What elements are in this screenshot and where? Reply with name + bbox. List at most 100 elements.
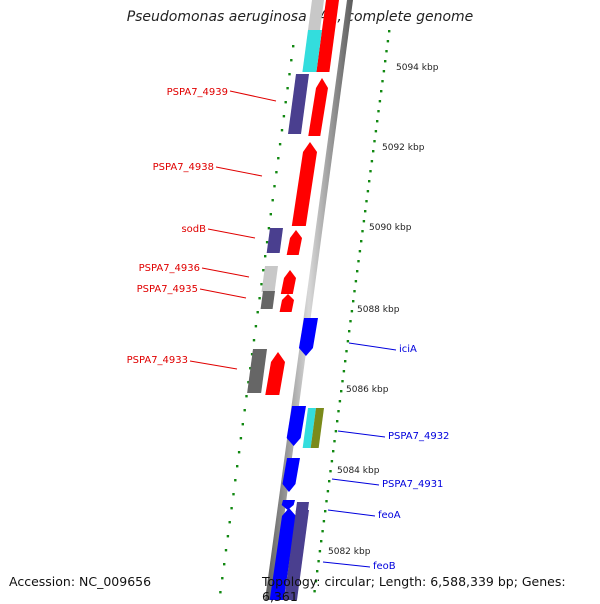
outer-tick [354,280,358,283]
gene-feoa[interactable] [281,500,295,510]
outer-tick [326,490,330,493]
label-pspa7-4932[interactable]: PSPA7_4932 [388,431,449,442]
genome-title: Pseudomonas aeruginosa PA7, complete gen… [126,9,474,25]
leader-sodb [207,228,256,239]
outer-tick [325,500,328,503]
outer-tick [330,460,334,463]
outer-tick [381,80,384,83]
outer-tick [374,130,378,133]
outer-tick [322,520,326,523]
gene-icia[interactable] [298,318,318,356]
gene-pspa7-4932-olive[interactable] [310,408,324,448]
gene-sodb[interactable] [286,230,302,255]
outer-tick-marks [313,30,391,593]
gene-pspa7-4933[interactable] [265,352,285,395]
inner-tick [258,297,261,300]
label-icia[interactable]: iciA [399,344,417,355]
outer-tick [388,30,391,33]
scale-label-5086: 5086 kbp [346,385,389,395]
outer-tick [345,350,348,353]
outer-tick [333,440,336,443]
left-gene-labels: PSPA7_4939 PSPA7_4938 sodB PSPA7_4936 PS… [127,87,277,370]
outer-tick [358,250,362,253]
inner-tick [286,87,289,90]
gene-pspa7-4939-fwd[interactable] [308,78,328,136]
outer-tick [380,90,383,93]
outer-tick [356,270,359,273]
label-feob[interactable]: feoB [373,561,396,572]
inner-tick [250,353,254,356]
inner-tick [232,493,235,496]
label-pspa7-4939[interactable]: PSPA7_4939 [167,87,228,98]
label-sodb[interactable]: sodB [181,224,206,235]
outer-tick [360,240,363,243]
label-feoa[interactable]: feoA [378,510,401,521]
scale-label-5094: 5094 kbp [396,63,439,73]
inner-tick [243,409,246,412]
inner-tick [226,535,230,538]
gene-pspa7-4938[interactable] [291,142,317,226]
outer-tick [385,50,388,53]
outer-tick [378,100,382,103]
inner-tick [264,255,267,258]
leader-feob [322,561,371,568]
other-features [247,0,324,600]
gene-pspa7-4935-gray[interactable] [260,291,275,309]
outer-tick [314,580,318,583]
red-feature-top[interactable] [316,0,339,72]
inner-tick [280,129,284,132]
gene-pspa7-4931[interactable] [282,458,300,492]
leader-pspa7-4936 [201,267,250,278]
inner-tick [254,325,258,328]
label-pspa7-4933[interactable]: PSPA7_4933 [127,355,188,366]
gene-pspa7-4932-cyan[interactable] [302,408,316,448]
label-pspa7-4931[interactable]: PSPA7_4931 [382,479,443,490]
inner-tick [271,199,274,202]
leader-pspa7-4932 [337,430,386,438]
outer-tick [321,530,324,533]
inner-tick [282,115,286,118]
outer-tick [386,40,390,43]
outer-tick [324,510,327,513]
scale-label-5082: 5082 kbp [328,547,371,557]
inner-tick [245,395,248,398]
inner-tick [224,549,228,552]
inner-tick [277,157,280,160]
lightgray-feature-top[interactable] [308,0,324,30]
outer-tick [346,340,350,343]
gene-pspa7-4936-gray[interactable] [261,266,278,292]
inner-tick [239,437,243,440]
outer-tick [313,590,316,593]
outer-tick [336,420,339,423]
leader-pspa7-4931 [331,478,380,486]
outer-tick [338,400,342,403]
right-gene-labels: iciA PSPA7_4932 PSPA7_4931 feoA feoB [322,342,449,572]
outer-tick [332,450,335,453]
label-pspa7-4938[interactable]: PSPA7_4938 [153,162,214,173]
label-pspa7-4936[interactable]: PSPA7_4936 [139,263,200,274]
cyan-feature[interactable] [302,30,322,72]
inner-tick [267,227,271,230]
outer-tick [353,290,356,293]
outer-tick [328,480,331,483]
label-pspa7-4935[interactable]: PSPA7_4935 [137,284,198,295]
inner-tick [265,241,269,244]
inner-tick [247,381,250,384]
gene-pspa7-4933-gray[interactable] [247,349,267,393]
outer-tick [349,320,352,323]
gene-feob[interactable] [269,508,296,600]
gene-sodb-purple[interactable] [266,228,283,253]
inner-tick [260,283,263,286]
inner-tick [269,213,272,216]
outer-tick [340,390,343,393]
gene-feoa-purple[interactable] [295,502,309,512]
leader-pspa7-4933 [189,360,238,370]
gene-pspa7-4935[interactable] [279,294,294,312]
leader-feoa [327,509,376,517]
gene-pspa7-4936[interactable] [280,270,296,294]
gene-feob-purple[interactable] [284,510,309,600]
outer-tick [341,380,344,383]
gene-pspa7-4939-purple[interactable] [288,74,309,134]
gene-pspa7-4932[interactable] [286,406,306,446]
